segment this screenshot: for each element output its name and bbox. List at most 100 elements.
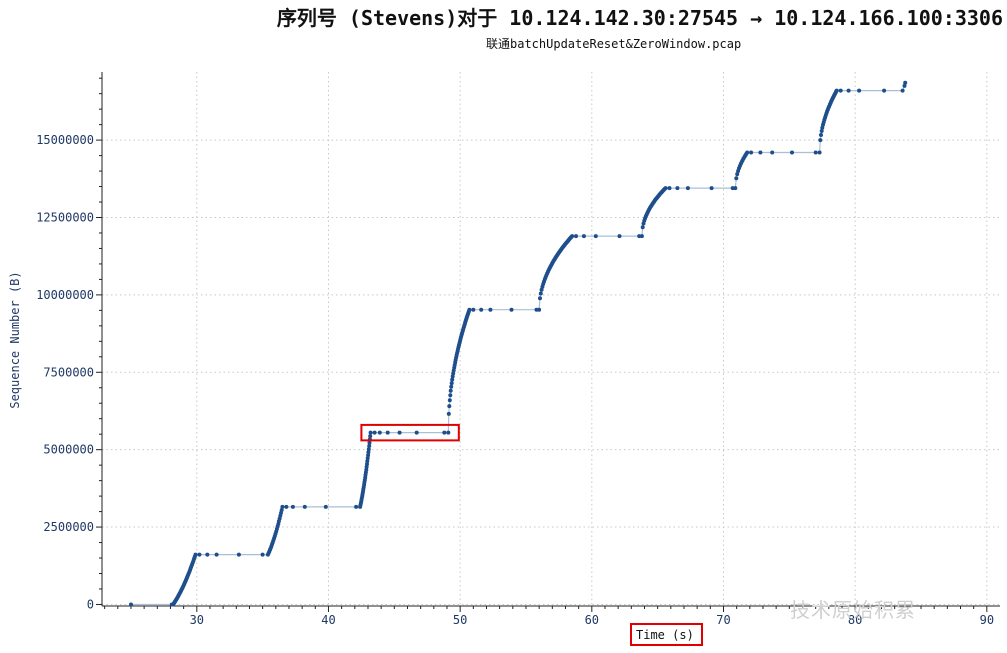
x-ticks: 30 40 50 60 70 80 90 xyxy=(104,606,994,627)
data-point xyxy=(450,377,455,382)
data-point xyxy=(447,398,452,403)
data-point xyxy=(467,307,472,312)
data-point xyxy=(193,552,198,557)
y-tick-label: 12500000 xyxy=(36,210,94,224)
watermark-text: 技术原始积累 xyxy=(790,598,916,622)
highlight-box xyxy=(360,423,460,442)
x-label-highlight-box xyxy=(630,623,703,646)
data-point xyxy=(260,552,265,557)
data-point xyxy=(448,388,453,393)
data-point xyxy=(372,430,377,435)
data-point xyxy=(813,150,818,155)
data-point xyxy=(479,307,484,312)
data-point xyxy=(488,307,493,312)
data-point xyxy=(449,384,454,389)
data-point xyxy=(663,186,668,191)
data-point xyxy=(368,434,373,439)
data-point xyxy=(446,430,451,435)
data-point xyxy=(446,411,451,416)
data-point xyxy=(639,234,644,239)
data-point xyxy=(397,430,402,435)
data-point xyxy=(617,234,622,239)
data-point xyxy=(442,430,447,435)
data-point xyxy=(902,83,907,88)
data-point xyxy=(819,129,824,133)
data-point xyxy=(818,138,823,143)
data-point xyxy=(735,172,740,177)
y-tick-label: 0 xyxy=(87,597,94,611)
data-point xyxy=(366,453,371,458)
data-point xyxy=(447,404,452,409)
data-point xyxy=(366,450,371,455)
data-point xyxy=(846,88,851,93)
data-point xyxy=(414,430,419,435)
data-point xyxy=(129,602,133,607)
data-point xyxy=(367,444,372,448)
series-line xyxy=(131,82,906,606)
data-point xyxy=(538,291,543,296)
data-point xyxy=(450,374,455,379)
data-point xyxy=(323,504,328,509)
data-point xyxy=(593,234,598,239)
data-point xyxy=(903,80,908,85)
data-point xyxy=(790,150,794,155)
data-point xyxy=(734,176,739,181)
data-point xyxy=(819,133,823,137)
data-point xyxy=(538,296,542,301)
data-point xyxy=(570,234,575,239)
data-point xyxy=(667,186,672,191)
data-point xyxy=(197,552,202,557)
data-point xyxy=(365,456,370,461)
data-point xyxy=(574,234,578,239)
y-ticks: 0 2500000 5000000 7500000 10000000 12500000 15… xyxy=(36,77,102,611)
data-point xyxy=(581,234,586,239)
data-point xyxy=(539,287,544,292)
axes xyxy=(101,72,1000,607)
data-point xyxy=(857,88,862,93)
chart-title: 序列号 (Stevens)对于 10.124.142.30:27545 → 10… xyxy=(276,6,1003,30)
data-point xyxy=(471,307,476,312)
data-point xyxy=(758,150,763,155)
data-point xyxy=(709,186,714,191)
data-point xyxy=(302,504,307,509)
y-tick-label: 2500000 xyxy=(43,520,94,534)
x-tick-label: 90 xyxy=(980,613,994,627)
data-point xyxy=(745,150,750,155)
data-point xyxy=(733,186,738,191)
data-point xyxy=(214,552,219,557)
data-point xyxy=(205,552,210,557)
data-point xyxy=(448,393,453,398)
data-point xyxy=(367,440,372,445)
chart-subtitle: 联通batchUpdateReset&ZeroWindow.pcap xyxy=(486,37,742,51)
x-axis-label: Time (s) xyxy=(636,628,694,642)
y-tick-label: 7500000 xyxy=(43,365,94,379)
data-point xyxy=(685,186,690,191)
data-point xyxy=(900,88,905,93)
data-point xyxy=(449,381,454,386)
y-tick-label: 15000000 xyxy=(36,133,94,147)
data-point xyxy=(236,552,241,557)
x-tick-label: 30 xyxy=(190,613,204,627)
data-point xyxy=(838,88,843,93)
data-point xyxy=(284,504,289,509)
grid-lines xyxy=(102,72,1000,606)
data-point xyxy=(377,430,382,435)
data-point xyxy=(366,447,371,452)
data-point xyxy=(675,186,680,191)
series-points xyxy=(129,80,908,607)
x-tick-label: 80 xyxy=(848,613,862,627)
data-point xyxy=(385,430,390,435)
data-point xyxy=(280,504,285,509)
y-axis-label: Sequence Number (B) xyxy=(8,271,22,408)
x-tick-label: 40 xyxy=(321,613,335,627)
data-point xyxy=(749,150,754,155)
data-point xyxy=(770,150,775,155)
x-tick-label: 70 xyxy=(716,613,730,627)
data-point xyxy=(354,504,359,509)
y-tick-label: 10000000 xyxy=(36,288,94,302)
x-tick-label: 50 xyxy=(453,613,467,627)
data-point xyxy=(279,508,284,512)
data-point xyxy=(509,307,514,312)
data-point xyxy=(368,430,373,435)
